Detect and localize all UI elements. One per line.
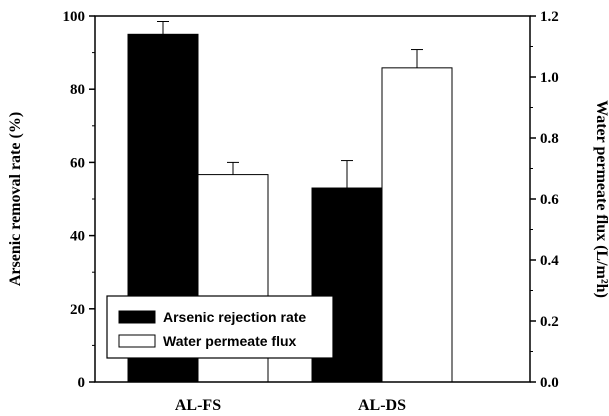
left-tick-label: 40 — [70, 229, 85, 245]
right-tick-label: 1.0 — [540, 70, 559, 86]
left-axis-title: Arsenic removal rate (%) — [7, 112, 24, 286]
legend-swatch — [118, 310, 156, 324]
category-label: AL-FS — [175, 397, 221, 414]
right-tick-label: 0.2 — [540, 314, 559, 330]
bar-water-flux-al-ds — [381, 67, 453, 383]
right-tick-label: 0.8 — [540, 131, 559, 147]
left-tick-label: 100 — [63, 9, 86, 25]
right-axis-title: Water permeate flux (L/m²h) — [593, 100, 609, 298]
left-tick-label: 20 — [70, 302, 85, 318]
axes: 0 20 40 60 80 100 0.0 0.2 0.4 0.6 0.8 1.0 1.2 AL-FS AL… — [7, 9, 609, 414]
right-tick-label: 0.4 — [540, 253, 559, 269]
category-label: AL-DS — [358, 397, 406, 414]
right-tick-label: 0.0 — [540, 375, 559, 391]
right-tick-label: 1.2 — [540, 9, 559, 25]
legend-label: Arsenic rejection rate — [163, 309, 306, 325]
left-tick-label: 60 — [70, 155, 85, 171]
legend-box — [106, 295, 334, 359]
right-tick-label: 0.6 — [540, 192, 559, 208]
left-tick-label: 80 — [70, 82, 85, 98]
left-tick-label: 0 — [78, 375, 86, 391]
legend: Arsenic rejection rate Water permeate flu… — [106, 295, 334, 359]
legend-swatch — [118, 334, 156, 348]
legend-label: Water permeate flux — [163, 333, 297, 349]
